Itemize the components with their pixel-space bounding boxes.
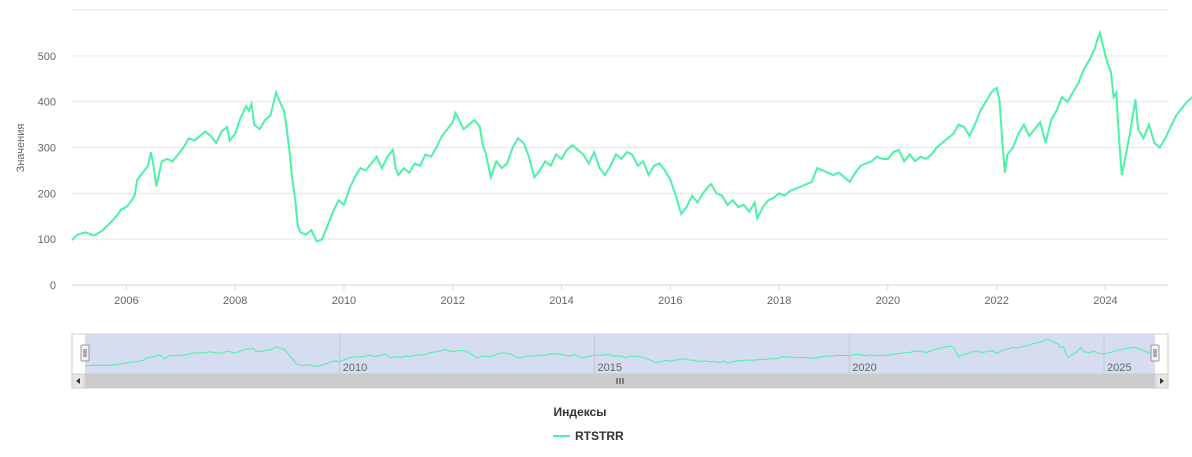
navigator-label: 2020 [852, 362, 876, 374]
x-tick-label: 2010 [332, 295, 356, 307]
navigator[interactable]: 2010 2015 2020 2025 [71, 333, 1169, 375]
scroll-grip-icon [616, 378, 624, 384]
arrow-right-icon [1160, 378, 1164, 384]
handle-grip-icon [1153, 349, 1157, 357]
y-tick-label: 300 [38, 143, 56, 155]
navigator-selected-range[interactable] [85, 334, 1155, 374]
legend-label: RTSTRR [575, 429, 624, 443]
navigator-labels: 2010 2015 2020 2025 [343, 362, 1132, 374]
y-tick-label: 200 [38, 188, 56, 200]
x-tick-label: 2020 [876, 295, 900, 307]
x-axis: 2006 2008 2010 2012 2014 2016 2018 2020 2022 2024 [114, 285, 1118, 307]
navigator-right-handle[interactable] [1150, 344, 1160, 362]
y-tick-label: 100 [38, 234, 56, 246]
navigator-left-handle[interactable] [80, 344, 90, 362]
y-axis: 0 100 200 300 400 500 [38, 51, 56, 292]
x-tick-label: 2022 [984, 295, 1008, 307]
x-tick-label: 2006 [114, 295, 138, 307]
scroll-right-button[interactable] [1155, 373, 1169, 389]
legend: Индексы RTSTRR [553, 405, 624, 443]
handle-grip-icon [83, 349, 87, 357]
x-tick-label: 2016 [658, 295, 682, 307]
scroll-left-button[interactable] [71, 373, 85, 389]
navigator-series-line [84, 338, 1156, 367]
navigator-label: 2015 [598, 362, 622, 374]
series-line-rtstrr[interactable] [71, 29, 1192, 243]
grid [72, 9, 1168, 286]
navigator-label: 2010 [343, 362, 367, 374]
arrow-left-icon [76, 378, 80, 384]
x-tick-label: 2008 [223, 295, 247, 307]
x-tick-label: 2018 [767, 295, 791, 307]
y-tick-label: 500 [38, 51, 56, 63]
legend-title: Индексы [554, 405, 607, 419]
scrollbar[interactable] [71, 373, 1169, 389]
legend-item-rtstrr[interactable]: RTSTRR [553, 429, 624, 443]
y-axis-title: Значения [15, 124, 27, 173]
y-tick-label: 400 [38, 97, 56, 109]
x-tick-label: 2014 [549, 295, 573, 307]
navigator-label: 2025 [1107, 362, 1131, 374]
x-tick-label: 2024 [1093, 295, 1117, 307]
y-tick-label: 0 [50, 280, 56, 292]
x-tick-label: 2012 [441, 295, 465, 307]
